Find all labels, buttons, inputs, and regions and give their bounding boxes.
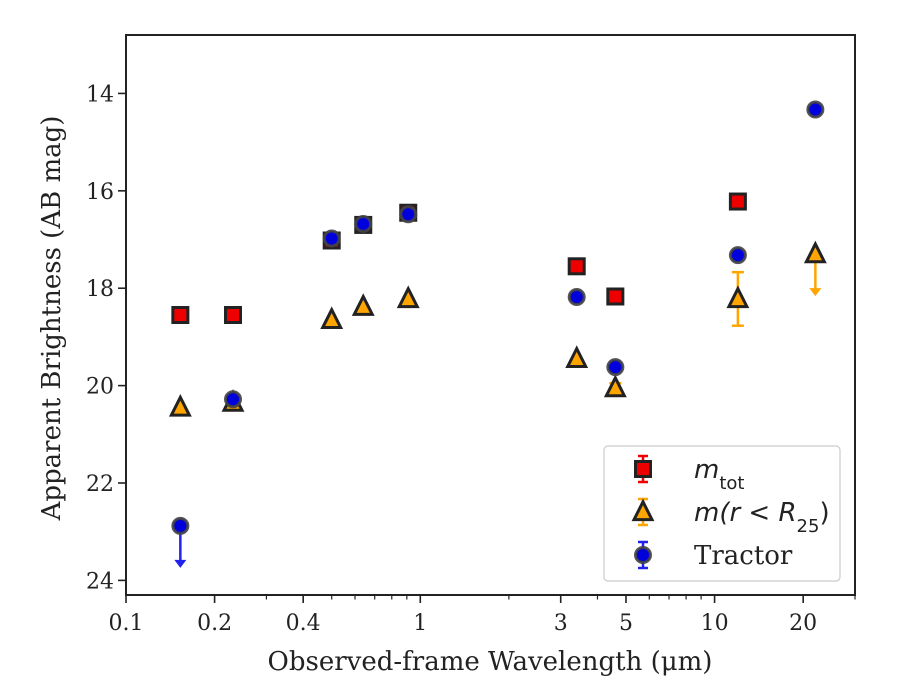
legend-marker-mtot — [634, 460, 652, 478]
x-tick-label: 20 — [789, 611, 817, 636]
data-point-tractor — [171, 516, 190, 535]
series-tractor — [171, 100, 825, 568]
y-tick-label: 20 — [86, 375, 114, 400]
data-point-mr25 — [726, 285, 750, 309]
data-point-mr25 — [565, 345, 589, 368]
x-tick-label: 3 — [554, 611, 568, 636]
data-point-mr25 — [351, 293, 375, 316]
data-point-tractor — [728, 246, 747, 265]
legend-marker-mr25 — [631, 498, 655, 522]
data-point-mtot — [567, 257, 586, 276]
data-point-mr25 — [396, 285, 420, 309]
data-point-tractor — [567, 287, 586, 306]
data-point-tractor — [606, 358, 625, 377]
legend-label-mr25: m(r < R25) — [694, 498, 830, 537]
y-tick-label: 24 — [86, 569, 114, 594]
upper-limit-arrow-head — [174, 559, 187, 568]
data-point-mtot — [171, 306, 190, 324]
data-point-mr25 — [168, 393, 192, 417]
series-mtot — [171, 192, 747, 324]
x-tick-label: 10 — [701, 611, 729, 636]
data-point-mr25 — [320, 306, 344, 330]
y-tick-label: 18 — [86, 277, 114, 302]
y-axis-label: Apparent Brightness (AB mag) — [37, 116, 67, 522]
data-point-mtot — [606, 287, 625, 306]
legend-label-mtot: mtot — [694, 455, 744, 494]
plot-area: 0.1 0.2 0.4 1 3 5 10 20 14 16 18 20 22 24 — [86, 34, 856, 636]
data-point-tractor — [806, 100, 825, 119]
series-mr25 — [168, 240, 827, 417]
data-point-tractor — [354, 214, 373, 233]
x-tick-label: 0.2 — [197, 611, 232, 636]
data-point-mr25 — [603, 374, 627, 398]
legend-box — [603, 445, 841, 582]
upper-limit-arrow-head — [809, 288, 822, 297]
y-tick-label: 14 — [86, 82, 114, 107]
data-point-tractor — [224, 390, 243, 409]
data-point-mtot — [224, 306, 243, 324]
plot-frame — [125, 34, 856, 596]
data-point-tractor — [399, 205, 418, 224]
legend: mtot m(r < R25) Tractor — [603, 445, 841, 582]
x-tick-label: 5 — [619, 611, 633, 636]
legend-label-tractor: Tractor — [694, 541, 793, 571]
x-tick-label: 1 — [413, 611, 427, 636]
data-point-mtot — [728, 192, 747, 211]
data-point-tractor — [322, 229, 341, 248]
y-tick-label: 16 — [86, 180, 114, 205]
x-tick-label: 0.1 — [109, 611, 144, 636]
x-axis-label: Observed-frame Wavelength (μm) — [268, 647, 713, 677]
x-tick-label: 0.4 — [286, 611, 321, 636]
legend-marker-tractor — [634, 546, 652, 564]
y-tick-label: 22 — [86, 472, 114, 497]
data-point-mr25 — [803, 240, 827, 264]
